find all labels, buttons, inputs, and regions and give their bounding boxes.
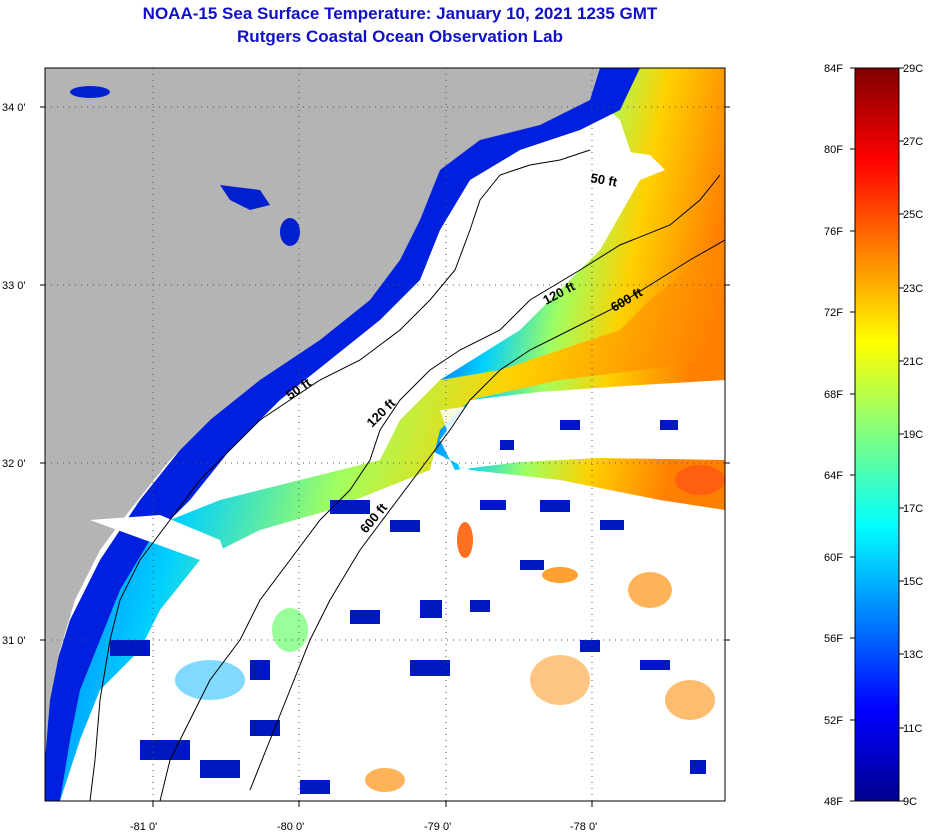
- latitude-tick-label: 33 0': [2, 280, 26, 292]
- inland-lake: [70, 86, 110, 98]
- colorbar-c-label: 19C: [903, 429, 923, 441]
- land-area: [45, 68, 600, 760]
- colorbar-c-label: 25C: [903, 209, 923, 221]
- colorbar-f-labels: 84F 80F 76F 72F 68F 64F 60F 56F 52F 48F: [824, 63, 843, 808]
- colorbar-f-label: 80F: [824, 144, 843, 156]
- colorbar-c-label: 15C: [903, 576, 923, 588]
- cloud-cover: [440, 398, 725, 470]
- cloud-cover: [615, 150, 665, 180]
- colorbar-c-label: 21C: [903, 356, 923, 368]
- longitude-tick-label: -81 0': [130, 821, 157, 832]
- colorbar-f-label: 48F: [824, 796, 843, 808]
- cold-speckle-group: [110, 420, 706, 794]
- longitude-tick-label: -80 0': [277, 821, 304, 832]
- contour-600ft: [249, 239, 725, 791]
- colorbar: [854, 67, 900, 802]
- colorbar-c-label: 9C: [903, 796, 917, 808]
- latitude-tick-label: 32 0': [2, 458, 26, 470]
- inland-waterway: [220, 185, 270, 210]
- warm-patch: [628, 572, 672, 608]
- map-subtitle: Rutgers Coastal Ocean Observation Lab: [237, 27, 563, 46]
- map-title: NOAA-15 Sea Surface Temperature: January…: [142, 4, 658, 23]
- longitude-tick-label: -78 0': [570, 821, 597, 832]
- warm-patch: [665, 680, 715, 720]
- map-border: [44, 67, 726, 802]
- bathymetry-contours: [89, 149, 725, 801]
- colorbar-f-label: 52F: [824, 715, 843, 727]
- colorbar-ticks: [850, 67, 904, 802]
- colorbar-c-label: 27C: [903, 136, 923, 148]
- colorbar-f-label: 72F: [824, 307, 843, 319]
- warm-patch: [675, 465, 725, 495]
- warm-patch: [365, 768, 405, 792]
- colorbar-f-label: 76F: [824, 226, 843, 238]
- longitude-tick-label: -79 0': [424, 821, 451, 832]
- latitude-tick-label: 31 0': [2, 635, 26, 647]
- colorbar-c-label: 13C: [903, 649, 923, 661]
- warm-patch: [530, 655, 590, 705]
- contour-50ft: [89, 149, 591, 801]
- colorbar-f-label: 56F: [824, 633, 843, 645]
- colorbar-c-label: 17C: [903, 503, 923, 515]
- latitude-tick-label: 34 0': [2, 102, 26, 114]
- warm-patch: [542, 567, 578, 583]
- colorbar-f-label: 68F: [824, 389, 843, 401]
- colorbar-c-label: 29C: [903, 63, 923, 75]
- warm-water-region: [430, 68, 725, 510]
- graticule: [45, 68, 725, 801]
- colorbar-c-labels: 29C 27C 25C 23C 21C 19C 17C 15C 13C 11C …: [903, 63, 923, 808]
- warm-patch: [457, 522, 473, 558]
- colorbar-f-label: 60F: [824, 552, 843, 564]
- colorbar-c-label: 11C: [903, 723, 922, 735]
- contour-label: 50 ft: [589, 170, 619, 190]
- colorbar-f-label: 64F: [824, 470, 843, 482]
- cool-patch: [272, 608, 308, 652]
- colorbar-f-label: 84F: [824, 63, 843, 75]
- axis-ticks: [40, 106, 730, 807]
- colorbar-c-label: 23C: [903, 283, 923, 295]
- contour-120ft: [159, 174, 721, 801]
- inland-lake: [280, 218, 300, 246]
- map-panel: [45, 68, 725, 801]
